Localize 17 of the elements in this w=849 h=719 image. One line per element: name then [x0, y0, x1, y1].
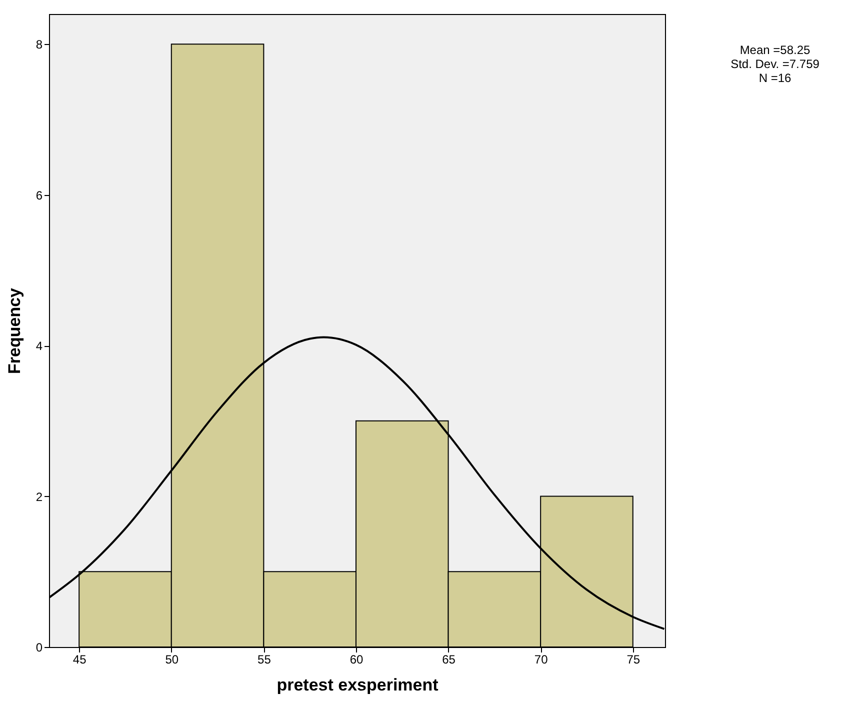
x-tick-label: 65	[442, 652, 456, 666]
x-tick-label: 60	[350, 652, 364, 666]
text: N =16	[758, 71, 792, 85]
x-tick-label: 55	[258, 652, 272, 666]
y-tick-label: 2	[36, 490, 43, 504]
y-tick-label: 0	[36, 640, 43, 654]
y-axis-title: Frequency	[4, 287, 24, 374]
x-tick-label: 45	[72, 652, 87, 666]
x-tick-label: 50	[165, 652, 179, 666]
y-tick-label: 4	[36, 339, 43, 354]
x-axis-title: pretest exsperiment	[276, 676, 439, 694]
x-tick-label: 75	[626, 652, 640, 666]
y-tick-label: 6	[36, 188, 43, 202]
text: Mean =58.25	[740, 43, 811, 57]
text: Std. Dev. =7.759	[730, 57, 820, 71]
y-tick-label: 8	[36, 38, 43, 52]
x-tick-label: 70	[534, 652, 548, 666]
